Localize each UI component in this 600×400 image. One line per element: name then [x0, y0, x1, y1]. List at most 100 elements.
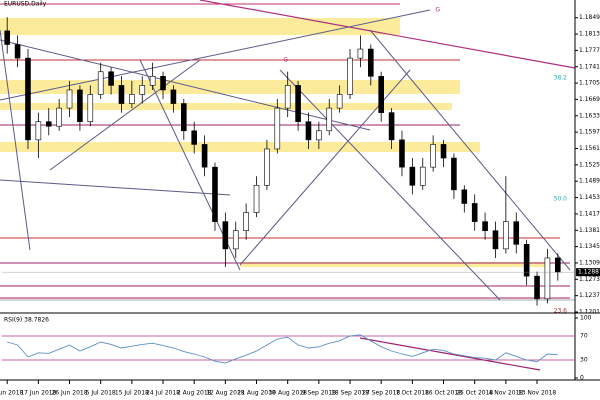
candle-body	[253, 184, 260, 213]
zone	[0, 80, 460, 94]
candle-body	[316, 130, 322, 141]
candle-body	[451, 157, 457, 191]
candle-body	[274, 107, 281, 150]
candle-body	[336, 94, 343, 109]
rsi-line	[7, 334, 558, 364]
candle-body	[139, 85, 146, 95]
y-tick-label: 1.14170	[579, 210, 600, 217]
candle-body	[129, 94, 135, 104]
candle-body	[232, 230, 239, 250]
candle-body	[170, 89, 177, 104]
rsi-trend-line	[359, 337, 541, 371]
x-tick-label: 15 Jul 2018	[115, 390, 149, 397]
candle-body	[378, 75, 384, 113]
annotation: 38.2	[554, 75, 568, 82]
candle-body	[243, 212, 249, 232]
candle-body	[368, 48, 374, 77]
candle-body	[399, 139, 405, 168]
candle-body	[201, 144, 208, 168]
trend-line	[369, 29, 571, 271]
x-tick-label: 5 Jul 2018	[86, 390, 116, 397]
x-tick-label: 27 Sep 2018	[362, 390, 400, 397]
candle-body	[419, 166, 426, 186]
y-tick-label: 1.17050	[579, 80, 600, 87]
y-tick-label: 1.14890	[579, 178, 600, 185]
candle-body	[544, 257, 551, 300]
rsi-title: RSI(9) 38.7826	[4, 317, 49, 324]
y-tick-label: 1.12730	[579, 276, 600, 283]
y-tick-label: 1.17770	[579, 47, 600, 54]
trend-line	[279, 69, 501, 301]
zone	[0, 18, 400, 35]
trend-line	[49, 59, 201, 171]
y-tick-label: 1.12370	[579, 292, 600, 299]
candle-body	[66, 89, 73, 109]
y-tick-label: 1.15250	[579, 161, 600, 168]
y-tick-label: 1.13090	[579, 259, 600, 266]
trend-line	[0, 179, 231, 196]
y-tick-label: 1.15970	[579, 129, 600, 136]
zone	[240, 262, 550, 267]
x-tick-label: 7 Jun 2018	[0, 390, 24, 397]
candle-body	[181, 103, 187, 132]
x-tick-label: 4 Nov 2018	[489, 390, 524, 397]
y-tick-label: 1.15610	[579, 145, 600, 152]
zone	[0, 142, 480, 152]
candle-body	[45, 121, 52, 127]
x-tick-label: 13 Nov 2018	[518, 390, 557, 397]
candle-body	[14, 44, 21, 59]
y-tick-label: 1.18130	[579, 31, 600, 38]
candle-body	[409, 166, 416, 186]
trend-line	[0, 29, 31, 251]
candle-body	[77, 89, 83, 123]
x-tick-label: 30 Aug 2018	[268, 390, 307, 397]
candle-body	[87, 94, 94, 123]
y-tick-label: 100	[580, 315, 592, 322]
candle-body	[513, 221, 520, 245]
candle-body	[534, 275, 540, 300]
candle-body	[4, 30, 10, 45]
x-tick-label: 16 Oct 2018	[425, 390, 462, 397]
chart-title: EURUSD,Daily	[4, 1, 47, 8]
candle-body	[503, 221, 509, 250]
y-tick-label: 1.17410	[579, 63, 600, 70]
candle-body	[523, 244, 530, 277]
x-tick-label: 9 Sep 2018	[302, 390, 336, 397]
y-tick-label: 1.13450	[579, 243, 600, 250]
y-tick-label: 1.16690	[579, 96, 600, 103]
candle-body	[264, 148, 270, 186]
candle-body	[295, 85, 301, 123]
x-tick-label: 18 Sep 2018	[331, 390, 369, 397]
candle-body	[149, 75, 156, 86]
candle-body	[555, 257, 561, 273]
y-tick-label: 30	[580, 357, 588, 364]
candle-body	[212, 166, 218, 222]
candle-body	[118, 85, 125, 104]
drawings	[0, 0, 576, 371]
trend-line	[199, 0, 576, 69]
annotation: 50.0	[554, 196, 568, 203]
candle-body	[388, 112, 395, 141]
x-tick-label: 12 Aug 2018	[206, 390, 245, 397]
candle-body	[430, 144, 436, 168]
candle-body	[108, 71, 114, 86]
candle-body	[482, 221, 488, 232]
price-tag: 1.12887	[578, 269, 600, 276]
trend-line	[0, 9, 431, 101]
x-tick-label: 7 Oct 2018	[396, 390, 429, 397]
candle-body	[222, 221, 229, 250]
candle-body	[357, 48, 364, 59]
candle-body	[25, 57, 31, 141]
candle-body	[305, 121, 312, 141]
y-tick-label: 1.13810	[579, 227, 600, 234]
x-tick-label: 26 Jun 2018	[51, 390, 87, 397]
annotation: G	[435, 7, 440, 14]
x-tick-label: 17 Jun 2018	[20, 390, 56, 397]
candle-body	[471, 203, 478, 222]
x-tick-label: 24 Jul 2018	[146, 390, 180, 397]
candle-body	[35, 121, 42, 141]
candle-body	[326, 107, 333, 132]
candle-body	[492, 230, 499, 250]
